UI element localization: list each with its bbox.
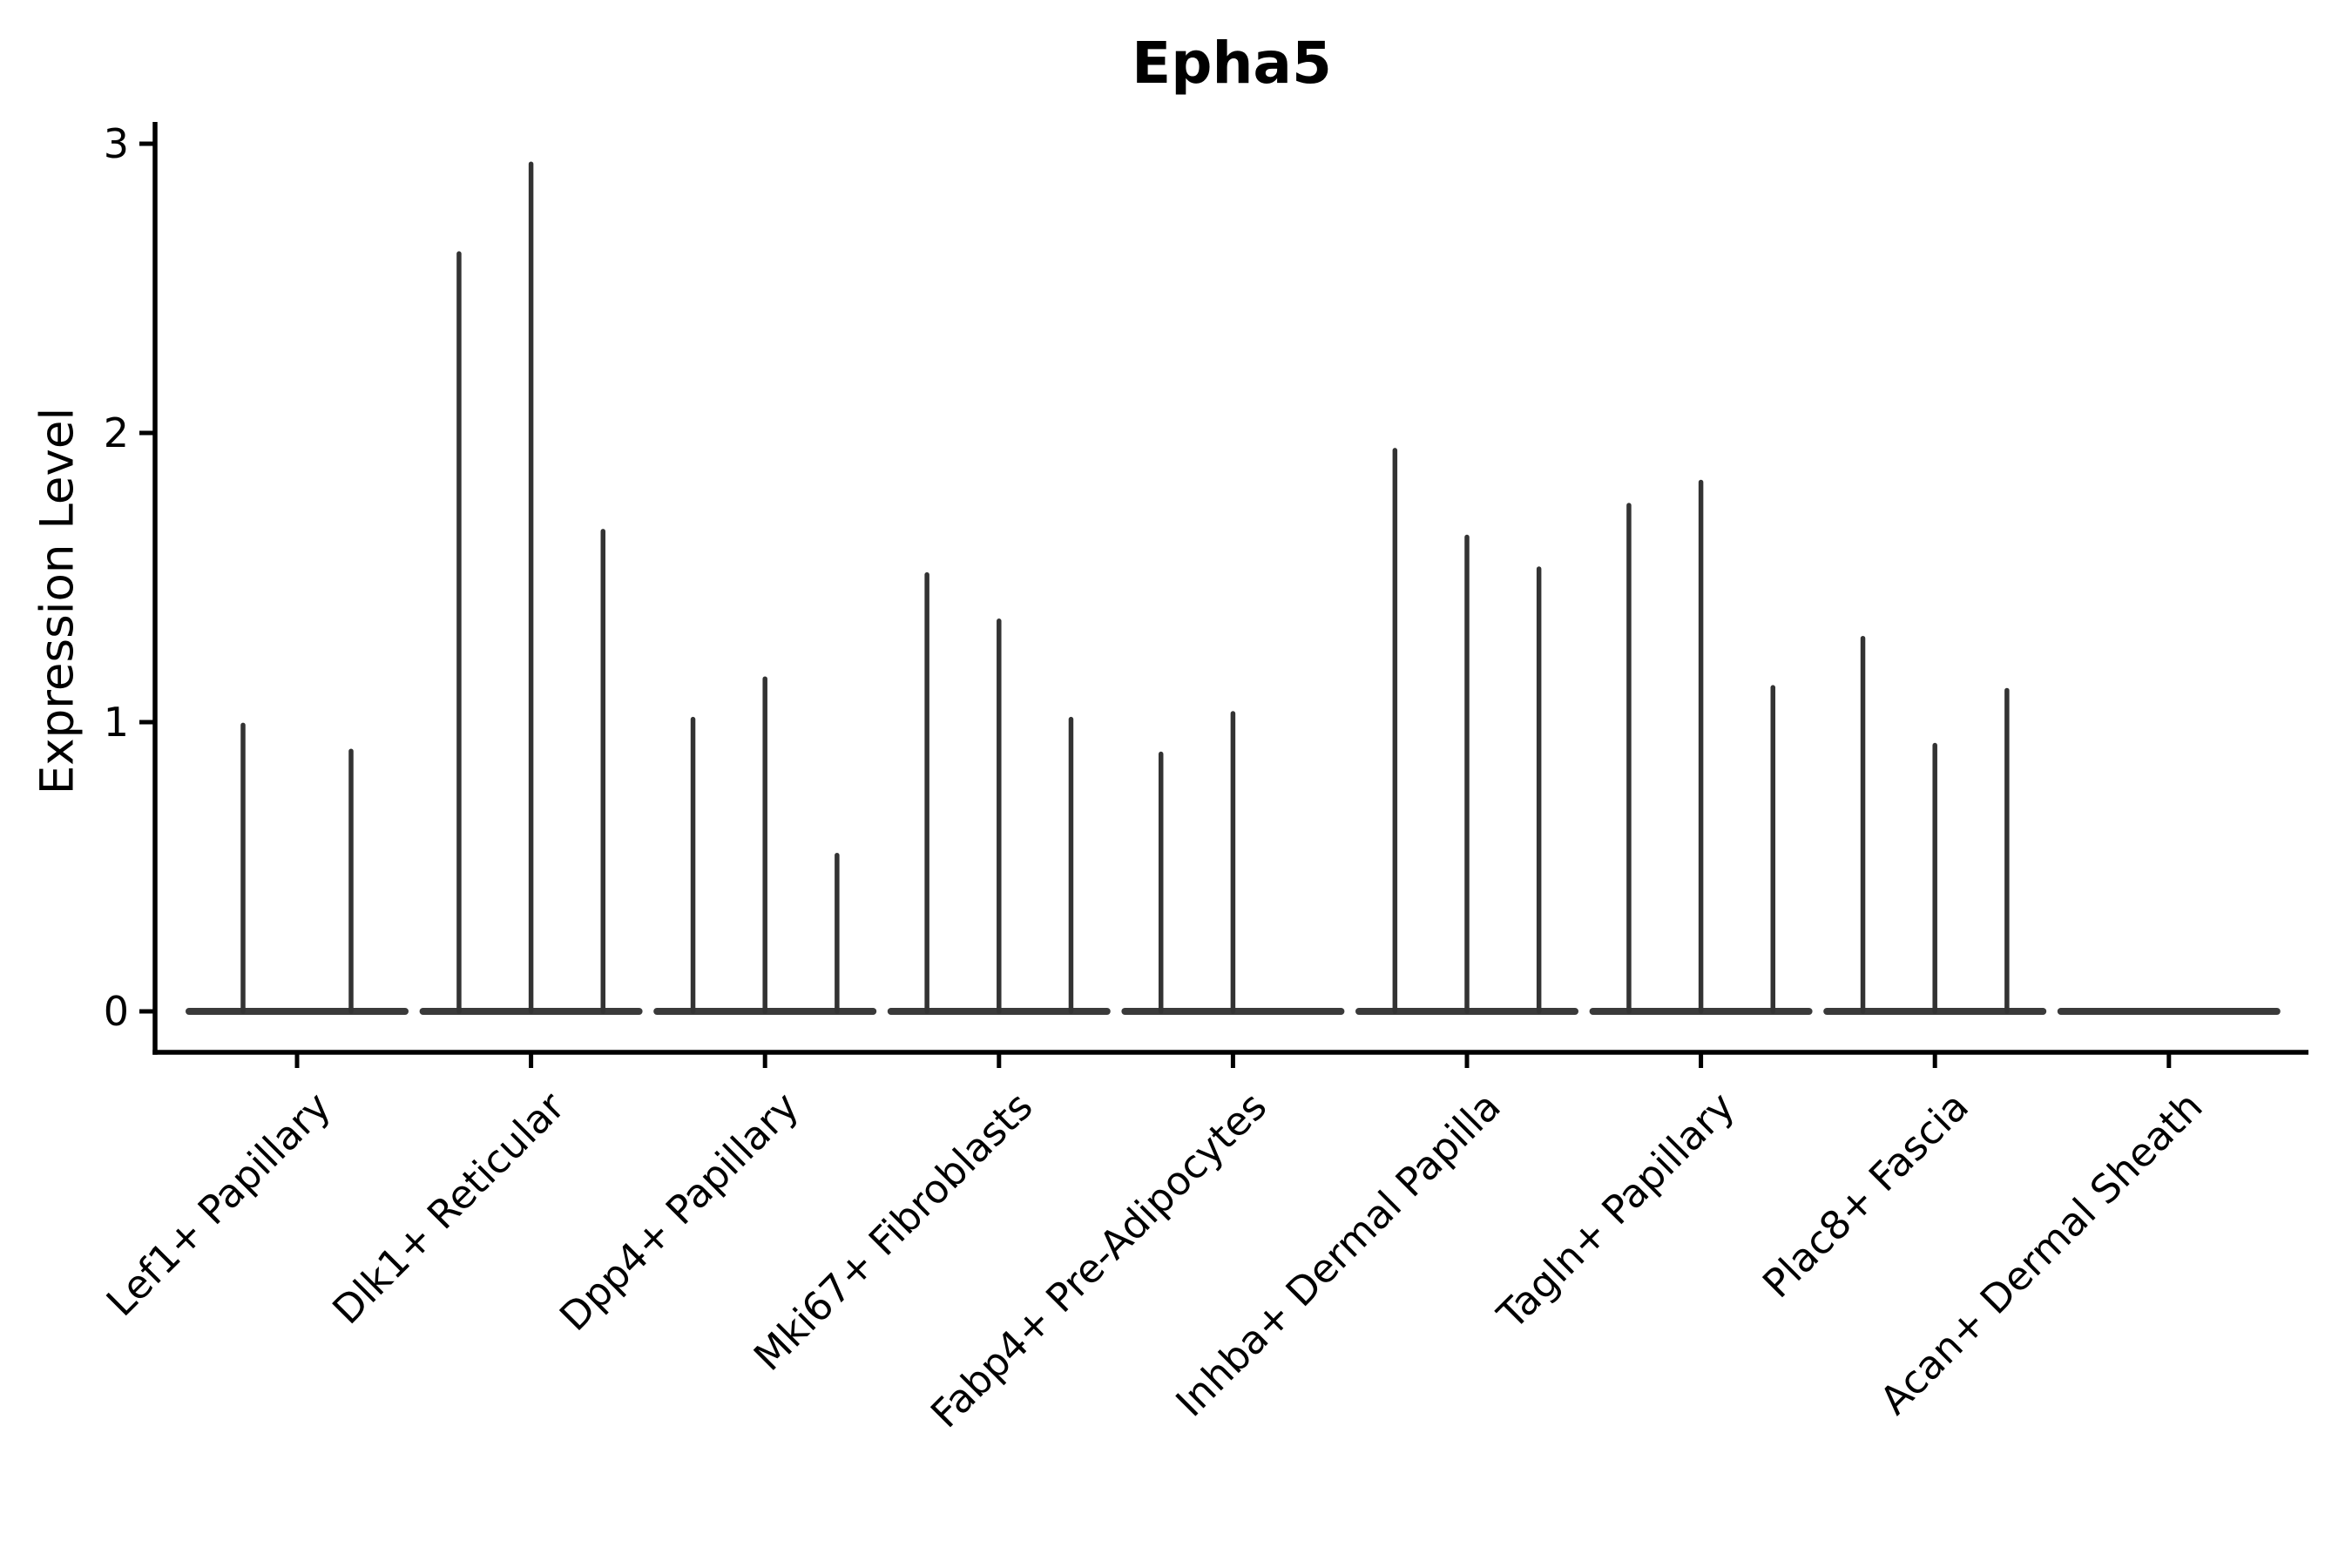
x-tick-label: Tagln+ Papillary — [1488, 1083, 1743, 1338]
x-tick-label: Dpp4+ Papillary — [551, 1083, 808, 1340]
y-tick-label: 3 — [104, 120, 129, 167]
x-tick-label: Dlk1+ Reticular — [323, 1083, 573, 1333]
y-tick-label: 1 — [104, 699, 129, 746]
y-tick-label: 2 — [104, 409, 129, 456]
x-tick-label: Lef1+ Papillary — [98, 1083, 340, 1325]
x-tick-label: Plac8+ Fascia — [1754, 1083, 1977, 1307]
y-tick-label: 0 — [104, 988, 129, 1035]
chart-title: Epha5 — [1132, 30, 1332, 97]
